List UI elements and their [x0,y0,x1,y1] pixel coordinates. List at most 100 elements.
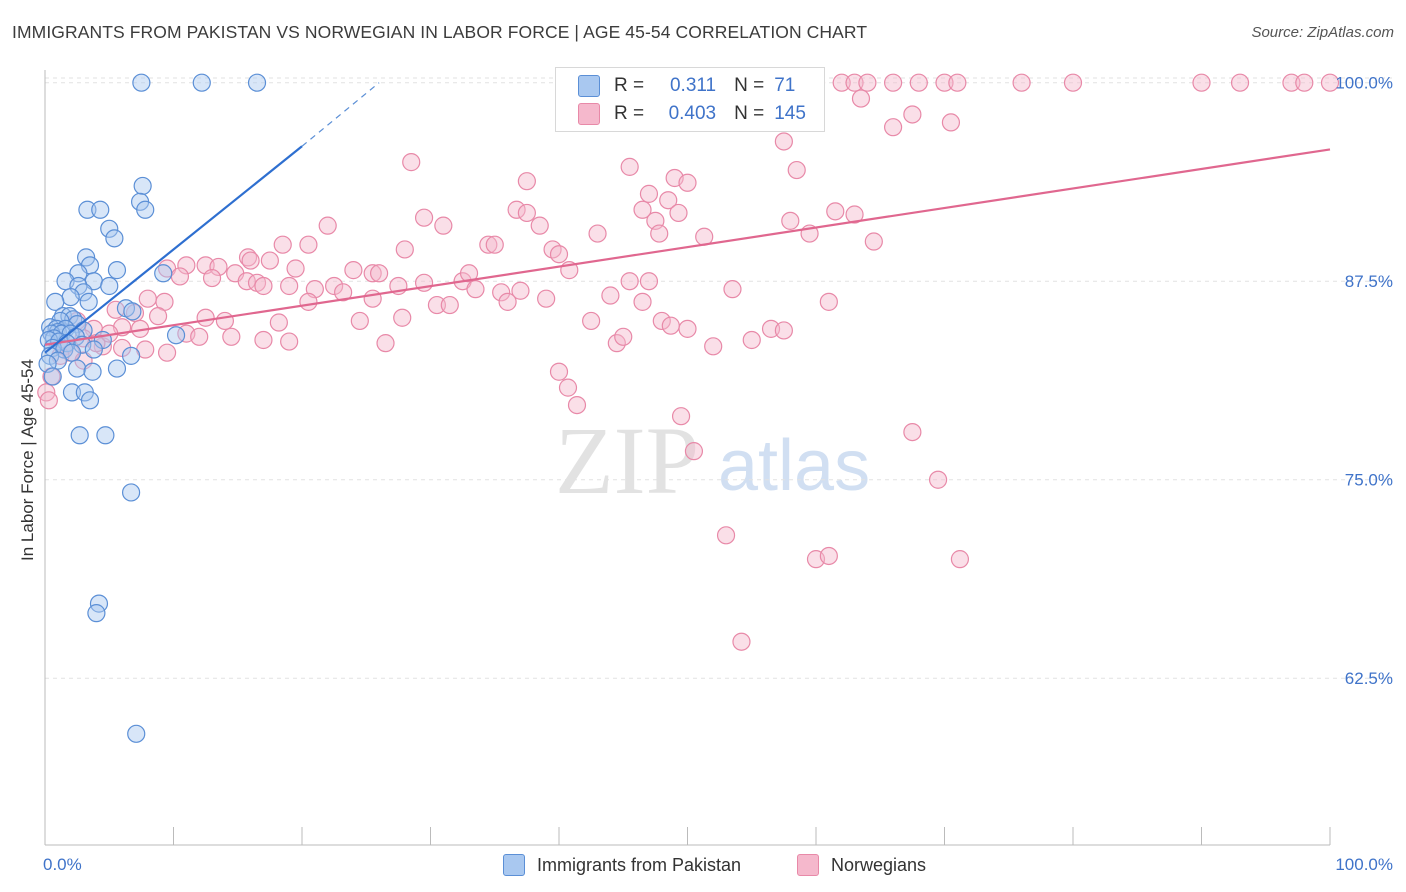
data-point-norwegians [466,280,485,299]
data-point-norwegians [138,289,157,308]
data-point-norwegians [215,311,234,331]
data-point-norwegians [774,132,793,151]
data-point-norwegians [567,395,587,415]
data-point-norwegians [39,391,58,410]
legend-row-norwegians: R = 0.403 N = 145 [578,101,806,127]
bottom-legend-swatch-blue [503,854,525,876]
bottom-legend-label: Immigrants from Pakistan [537,854,742,875]
data-point-pakistan [62,383,82,402]
data-point-norwegians [903,422,922,442]
data-point-norwegians [614,327,633,346]
data-point-norwegians [299,235,318,254]
data-point-norwegians [260,251,279,270]
data-point-norwegians [370,264,389,283]
data-point-norwegians [716,526,736,545]
data-point-norwegians [318,216,337,235]
data-point-norwegians [190,327,209,346]
data-point-norwegians [325,276,344,296]
data-point-norwegians [222,327,241,346]
data-point-norwegians [459,264,479,283]
data-point-norwegians [948,73,967,92]
data-point-norwegians [935,73,954,92]
data-point-norwegians [427,295,447,315]
data-point-pakistan [84,340,103,359]
data-point-norwegians [273,235,292,254]
data-point-norwegians [819,292,838,311]
watermark-zip: ZIP [555,407,699,514]
data-point-pakistan [70,426,89,445]
data-point-norwegians [549,245,569,264]
data-point-pakistan [83,362,102,381]
data-point-norwegians [376,334,395,353]
data-point-norwegians [620,272,639,291]
source-label: Source: ZipAtlas.com [1251,24,1394,41]
data-point-norwegians [858,73,877,92]
y-tick-label: 62.5% [1345,669,1393,688]
legend-n-label: N = [734,103,765,124]
data-point-pakistan [107,359,127,378]
data-point-norwegians [633,292,652,311]
stats-legend: R = 0.311 N = 71 R = 0.403 N = 145 [555,67,825,132]
data-point-pakistan [121,346,141,365]
data-point-norwegians [363,264,382,283]
data-point-pakistan [136,200,155,219]
data-point-norwegians [1282,73,1301,92]
data-point-norwegians [704,337,723,356]
data-point-norwegians [498,292,517,311]
data-point-norwegians [344,261,363,280]
data-point-norwegians [1012,73,1031,92]
trend-line-norwegians [44,148,1331,346]
bottom-legend-norwegians: Norwegians [797,852,926,878]
data-point-norwegians [864,232,883,251]
data-point-pakistan [133,176,152,196]
data-point-norwegians [909,73,928,92]
data-point-pakistan [192,73,211,92]
data-point-pakistan [68,359,87,378]
data-point-norwegians [280,276,299,296]
bottom-legend-label: Norwegians [831,854,927,875]
data-point-norwegians [1230,73,1250,92]
data-point-norwegians [485,235,504,254]
data-point-norwegians [639,184,659,203]
watermark-atlas: atlas [718,426,870,506]
data-point-norwegians [903,105,922,124]
data-point-norwegians [393,308,412,327]
data-point-pakistan [100,219,119,238]
data-point-pakistan [78,200,97,219]
data-point-norwegians [511,281,530,300]
data-point-norwegians [950,550,970,569]
data-point-norwegians [732,632,751,651]
data-point-norwegians [269,313,288,332]
data-point-norwegians [507,200,526,219]
data-point-norwegians [238,248,258,267]
data-point-norwegians [1063,73,1083,92]
x-tick-label: 100.0% [1335,855,1393,874]
data-point-pakistan [96,426,115,445]
data-point-norwegians [1320,73,1340,92]
data-point-norwegians [1295,73,1314,92]
data-point-norwegians [678,173,697,192]
y-tick-label: 75.0% [1345,471,1393,490]
data-point-norwegians [588,224,607,243]
data-point-norwegians [845,205,864,224]
data-point-norwegians [202,268,222,288]
legend-r-value: 0.311 [669,75,717,96]
legend-r-label: R = [614,75,645,96]
data-point-norwegians [941,113,961,132]
data-point-norwegians [819,546,838,566]
data-point-norwegians [774,321,793,340]
data-point-norwegians [723,280,742,299]
data-point-norwegians [652,311,671,331]
data-point-norwegians [177,256,196,275]
data-point-norwegians [582,311,601,331]
data-point-pakistan [105,229,124,248]
legend-row-pakistan: R = 0.311 N = 71 [578,73,795,99]
legend-r-label: R = [614,103,645,124]
data-point-pakistan [107,261,127,280]
data-point-pakistan [91,200,110,219]
data-point-norwegians [826,202,845,221]
data-point-norwegians [633,200,652,219]
data-point-norwegians [530,216,549,235]
data-point-norwegians [659,191,678,210]
data-point-pakistan [123,302,142,321]
